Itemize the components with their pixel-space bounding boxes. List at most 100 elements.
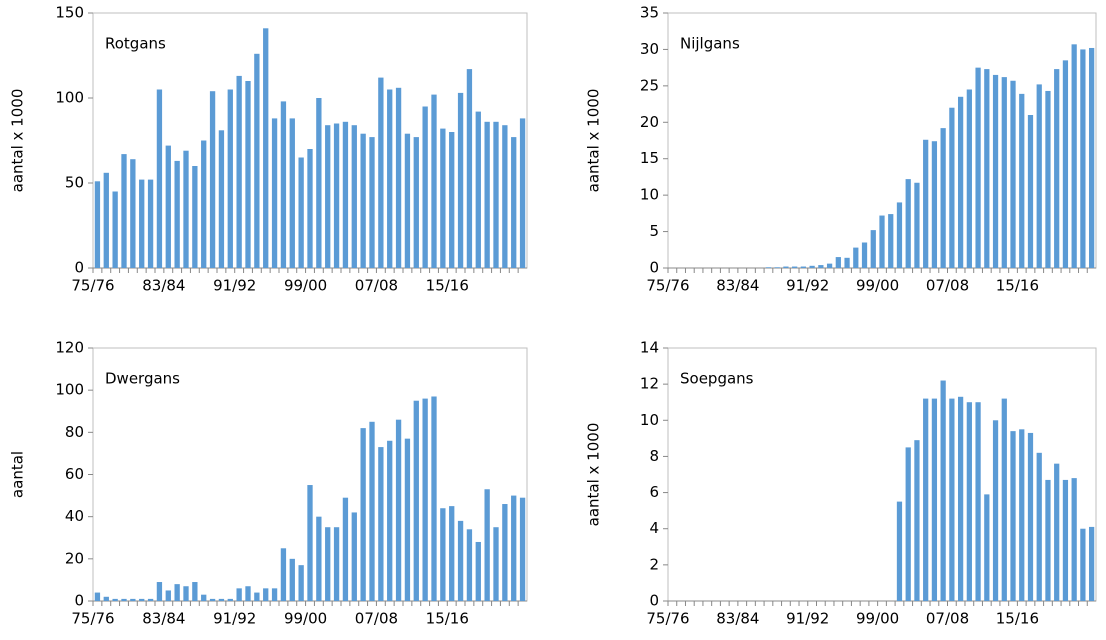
bar (342, 121, 349, 268)
y-tick-label: 100 (55, 89, 84, 107)
bar (395, 87, 402, 268)
bar (931, 398, 938, 601)
bar (183, 586, 189, 601)
bar (905, 447, 911, 601)
bar (502, 125, 508, 268)
bar (236, 75, 242, 269)
bar (139, 179, 145, 268)
bar (870, 230, 876, 268)
bar (457, 92, 464, 269)
bar (271, 588, 278, 601)
y-tick-label: 5 (649, 222, 659, 240)
bar (245, 586, 251, 601)
bar (218, 598, 225, 601)
bar (783, 266, 789, 268)
bar (130, 598, 136, 601)
bar (156, 582, 163, 601)
bar (1071, 44, 1077, 269)
bar (378, 77, 384, 268)
bar (209, 598, 216, 601)
bar (1071, 478, 1077, 601)
y-axis-label: aantal x 1000 (585, 89, 603, 193)
bar (861, 242, 868, 268)
x-tick-label: 15/16 (426, 610, 469, 628)
bar (413, 400, 419, 601)
bar (923, 139, 929, 268)
y-tick-label: 100 (55, 381, 84, 399)
bar (139, 598, 145, 601)
bar (940, 128, 946, 268)
bar (440, 128, 446, 268)
bar (192, 166, 198, 268)
bar (422, 398, 428, 601)
bar (333, 527, 340, 601)
bar (351, 125, 357, 268)
x-tick-label: 07/08 (355, 610, 398, 628)
bar (404, 438, 411, 601)
bar (896, 501, 903, 601)
bar (112, 191, 118, 268)
x-tick-label: 07/08 (926, 610, 969, 628)
x-tick-label: 07/08 (926, 277, 969, 295)
bar (975, 67, 981, 269)
x-tick-label: 91/92 (786, 277, 829, 295)
bar (333, 123, 340, 268)
y-axis-label: aantal x 1000 (585, 423, 603, 527)
y-tick-label: 8 (649, 447, 659, 465)
bar (466, 529, 473, 601)
series-label: Dwergans (105, 370, 180, 388)
y-axis-label: aantal (9, 451, 27, 498)
y-tick-label: 10 (640, 411, 659, 429)
bar (966, 402, 972, 601)
x-tick-label: 83/84 (142, 277, 185, 295)
y-tick-label: 0 (649, 592, 659, 610)
bar (351, 512, 357, 601)
bar (949, 107, 955, 268)
x-tick-label: 15/16 (996, 277, 1039, 295)
bar (984, 494, 990, 601)
bar (440, 508, 446, 601)
bar (387, 440, 393, 601)
bar (1080, 528, 1086, 601)
bar (431, 94, 437, 268)
bar (774, 267, 780, 268)
bar (378, 447, 384, 601)
y-tick-label: 0 (649, 259, 659, 277)
x-tick-label: 75/76 (71, 277, 114, 295)
bar (957, 96, 964, 269)
x-tick-label: 75/76 (646, 610, 689, 628)
bar (1001, 77, 1007, 268)
bar (1036, 452, 1042, 601)
bar (227, 89, 233, 268)
bar (342, 497, 349, 601)
bar (369, 421, 375, 601)
bar (103, 596, 109, 601)
bar (94, 592, 101, 601)
y-tick-label: 6 (649, 483, 659, 501)
x-tick-label: 91/92 (213, 610, 256, 628)
y-tick-label: 80 (65, 423, 84, 441)
y-tick-label: 20 (65, 549, 84, 567)
bar (457, 520, 464, 601)
x-tick-label: 15/16 (996, 610, 1039, 628)
bar (1054, 463, 1060, 601)
bar (792, 266, 798, 268)
bar (263, 28, 269, 268)
bar (818, 265, 824, 268)
bar (271, 118, 278, 269)
x-tick-label: 15/16 (426, 277, 469, 295)
x-tick-label: 99/00 (284, 610, 327, 628)
bar (316, 516, 322, 601)
bar (957, 396, 964, 601)
bar (914, 182, 920, 268)
y-tick-label: 25 (640, 76, 659, 94)
bar (1045, 90, 1051, 268)
y-axis-label: aantal x 1000 (9, 89, 27, 193)
bar (896, 202, 903, 268)
bar (992, 74, 999, 268)
bar (369, 137, 375, 268)
bar (147, 598, 154, 601)
bar (387, 89, 393, 268)
bar (103, 172, 109, 268)
bar (174, 160, 180, 268)
